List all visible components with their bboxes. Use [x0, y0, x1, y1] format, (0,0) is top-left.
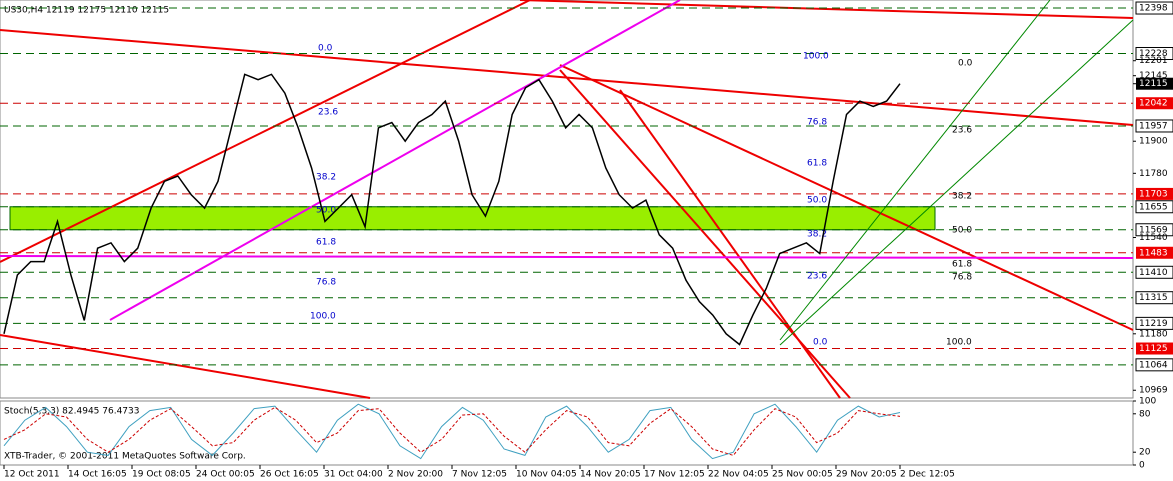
- fib-label: 38.2: [807, 230, 827, 240]
- y-tick-label: 10969: [1139, 386, 1168, 396]
- x-tick-label: 22 Nov 04:05: [708, 470, 769, 480]
- x-tick-label: 14 Oct 16:05: [68, 470, 127, 480]
- y-tick-label: 11900: [1139, 137, 1168, 147]
- y-tick-label: 12115: [1139, 79, 1168, 89]
- y-tick-label: 11410: [1139, 268, 1168, 278]
- y-tick-label: 11540: [1139, 233, 1168, 243]
- fib-label: 100.0: [946, 338, 972, 348]
- y-tick-label: 11957: [1139, 121, 1168, 131]
- fib-label: 61.8: [316, 238, 336, 248]
- x-tick-label: 19 Oct 08:05: [132, 470, 191, 480]
- fib-label: 50.0: [316, 206, 336, 216]
- y-tick-label: 11483: [1139, 248, 1168, 258]
- fib-label: 100.0: [310, 312, 336, 322]
- y-tick-label: 11180: [1139, 329, 1168, 339]
- y-tick-label: 80: [1139, 409, 1151, 419]
- fib-label: 0.0: [318, 44, 333, 54]
- fib-label: 23.6: [318, 108, 338, 118]
- tick-box: [1135, 200, 1173, 214]
- y-tick-label: 11125: [1139, 344, 1168, 354]
- tick-box: [1136, 246, 1173, 259]
- y-tick-label: 100: [1139, 397, 1156, 407]
- y-tick-label: 11780: [1139, 169, 1168, 179]
- footer: XTB-Trader, © 2001-2011 MetaQuotes Softw…: [4, 452, 246, 462]
- x-tick-label: 31 Oct 04:00: [324, 470, 383, 480]
- fib-label: 0.0: [958, 59, 973, 69]
- x-tick-label: 12 Oct 2011: [4, 470, 60, 480]
- x-tick-label: 25 Nov 00:05: [772, 470, 833, 480]
- stoch-title: Stoch(5,3,3) 82.4945 76.4733: [4, 407, 139, 417]
- fib-label: 61.8: [807, 159, 827, 169]
- tick-box: [1135, 358, 1173, 372]
- tick-box: [1135, 316, 1173, 330]
- support-band: [9, 206, 936, 231]
- y-tick-label: 11219: [1139, 319, 1168, 329]
- x-tick-label: 17 Nov 12:05: [644, 470, 705, 480]
- chart-title: US30,H4 12119 12175 12110 12115: [4, 6, 169, 16]
- x-tick-label: 2 Dec 12:05: [900, 470, 955, 480]
- tick-box: [1136, 97, 1173, 110]
- main-panel: [0, 0, 1134, 399]
- y-tick-label: 20: [1139, 448, 1151, 458]
- tick-box: [1135, 291, 1173, 305]
- y-tick-label: 11315: [1139, 293, 1168, 303]
- fib-label: 61.8: [952, 260, 972, 270]
- fib-label: 50.0: [807, 196, 827, 206]
- tick-box: [1135, 1, 1173, 15]
- y-tick-label: 12042: [1139, 99, 1168, 109]
- tick-box: [1136, 77, 1173, 90]
- tick-box: [1136, 342, 1173, 355]
- y-tick-label: 0: [1139, 461, 1145, 471]
- series-line: [3, 403, 901, 460]
- y-tick-label: 12228: [1139, 49, 1168, 59]
- fib-label: 76.8: [807, 118, 827, 128]
- fib-label: 76.8: [952, 273, 972, 283]
- fib-label: 76.8: [316, 278, 336, 288]
- x-tick-label: 2 Nov 20:00: [388, 470, 443, 480]
- tick-box: [1135, 223, 1173, 237]
- tick-box: [1135, 119, 1173, 133]
- y-tick-label: 11655: [1139, 202, 1168, 212]
- y-tick-label: 11703: [1139, 189, 1168, 199]
- stoch-panel: [0, 400, 1134, 466]
- tick-box: [1136, 187, 1173, 200]
- x-tick-label: 29 Nov 20:05: [836, 470, 897, 480]
- series-line: [3, 73, 901, 346]
- y-tick-label: 12398: [1139, 4, 1168, 14]
- x-tick-label: 14 Nov 20:05: [580, 470, 641, 480]
- y-tick-label: 11064: [1139, 360, 1168, 370]
- fib-label: 23.6: [952, 126, 972, 136]
- fib-label: 38.2: [316, 173, 336, 183]
- y-tick-label: 12145: [1139, 71, 1168, 81]
- x-tick-label: 10 Nov 04:05: [516, 470, 577, 480]
- tick-box: [1135, 46, 1173, 60]
- trendlines: [0, 0, 1134, 399]
- series-line: [3, 406, 901, 456]
- x-tick-label: 7 Nov 12:05: [452, 470, 507, 480]
- fib-label: 0.0: [813, 338, 828, 348]
- fib-label: 23.6: [807, 272, 827, 282]
- x-tick-label: 26 Oct 16:05: [260, 470, 319, 480]
- y-tick-label: 11569: [1139, 225, 1168, 235]
- tick-box: [1135, 265, 1173, 279]
- fib-label: 50.0: [952, 226, 972, 236]
- y-tick-label: 12201: [1139, 56, 1168, 66]
- fib-label: 38.2: [952, 192, 972, 202]
- fib-label: 100.0: [803, 52, 829, 62]
- x-tick-label: 24 Oct 00:05: [196, 470, 255, 480]
